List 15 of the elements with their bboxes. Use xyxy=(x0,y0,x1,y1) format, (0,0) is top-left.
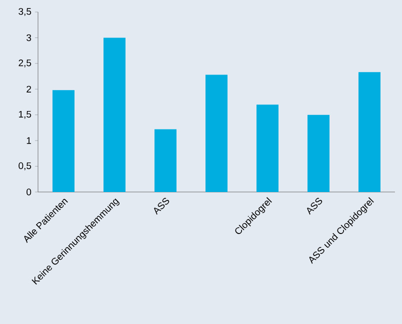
y-tick-label: 1,5 xyxy=(18,110,32,119)
bar xyxy=(104,38,126,192)
bar xyxy=(52,90,75,192)
bar xyxy=(307,114,330,192)
bar xyxy=(358,72,380,192)
y-tick-label: 2 xyxy=(26,86,32,92)
bar xyxy=(206,74,228,192)
y-tick-label: 3 xyxy=(26,34,32,42)
bar xyxy=(154,129,176,192)
y-tick-label: 1 xyxy=(26,137,32,144)
y-tick-label: 3,5 xyxy=(18,8,32,16)
y-tick-label: 0,5 xyxy=(18,162,32,170)
y-tick-label: 0 xyxy=(26,188,32,196)
bar xyxy=(256,104,278,192)
y-tick-label: 2,5 xyxy=(18,60,32,68)
